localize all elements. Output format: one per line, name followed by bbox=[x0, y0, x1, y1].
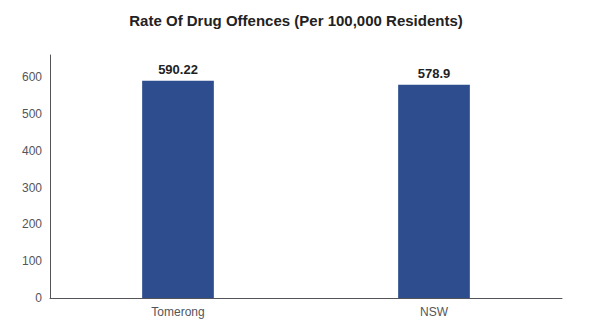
svg-text:200: 200 bbox=[22, 217, 42, 231]
svg-text:Rate Of Drug Offences (Per 100: Rate Of Drug Offences (Per 100,000 Resid… bbox=[129, 12, 462, 29]
svg-text:578.9: 578.9 bbox=[418, 66, 451, 81]
svg-text:600: 600 bbox=[22, 70, 42, 84]
svg-text:100: 100 bbox=[22, 254, 42, 268]
svg-text:500: 500 bbox=[22, 107, 42, 121]
svg-text:0: 0 bbox=[35, 291, 42, 305]
svg-text:300: 300 bbox=[22, 181, 42, 195]
svg-text:NSW: NSW bbox=[420, 305, 449, 319]
svg-text:Tomerong: Tomerong bbox=[151, 305, 204, 319]
svg-text:590.22: 590.22 bbox=[158, 62, 198, 77]
svg-text:400: 400 bbox=[22, 144, 42, 158]
